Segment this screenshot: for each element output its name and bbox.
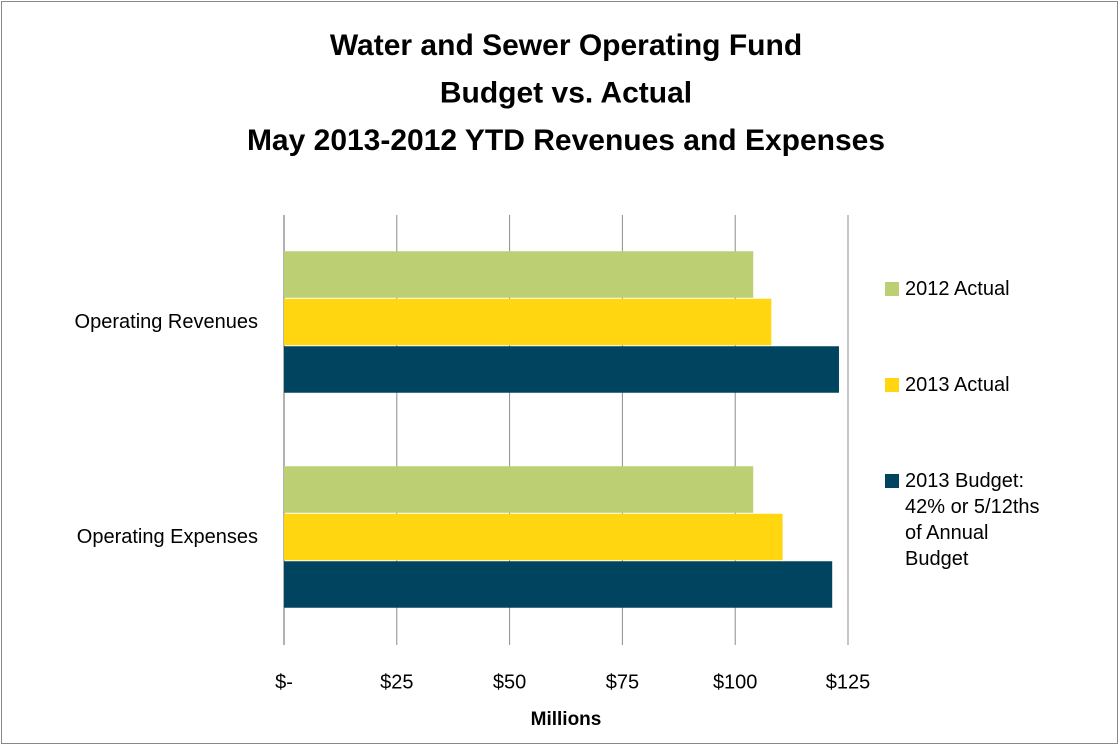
x-tick-label: $- [275,671,293,693]
y-tick-label: Operating Revenues [75,311,258,333]
bar [284,346,839,393]
x-tick-label: $50 [493,671,526,693]
legend-item: 2012 Actual [885,276,1055,302]
x-tick-label: $100 [713,671,758,693]
legend-item: 2013 Budget: 42% or 5/12ths of Annual Bu… [885,468,1055,572]
bar [284,561,833,608]
chart-title: Budget vs. Actual [440,76,692,109]
chart-title: Water and Sewer Operating Fund [330,29,802,62]
y-tick-label: Operating Expenses [77,526,258,548]
x-axis-title: Millions [531,709,602,730]
x-tick-label: $25 [380,671,413,693]
bar [284,298,772,346]
x-tick-label: $75 [606,671,639,693]
legend-swatch [885,282,899,296]
bar [284,466,754,513]
legend-item: 2013 Actual [885,372,1055,398]
legend-label: 2013 Actual [905,374,1010,396]
legend-swatch [885,378,899,392]
x-tick-label: $125 [826,671,871,693]
bar [284,513,783,561]
legend-label: 2012 Actual [905,278,1010,300]
bar [284,251,754,298]
chart-title: May 2013-2012 YTD Revenues and Expenses [247,124,885,157]
legend-swatch [885,474,899,488]
legend-label: 2013 Budget: 42% or 5/12ths of Annual Bu… [905,470,1040,570]
